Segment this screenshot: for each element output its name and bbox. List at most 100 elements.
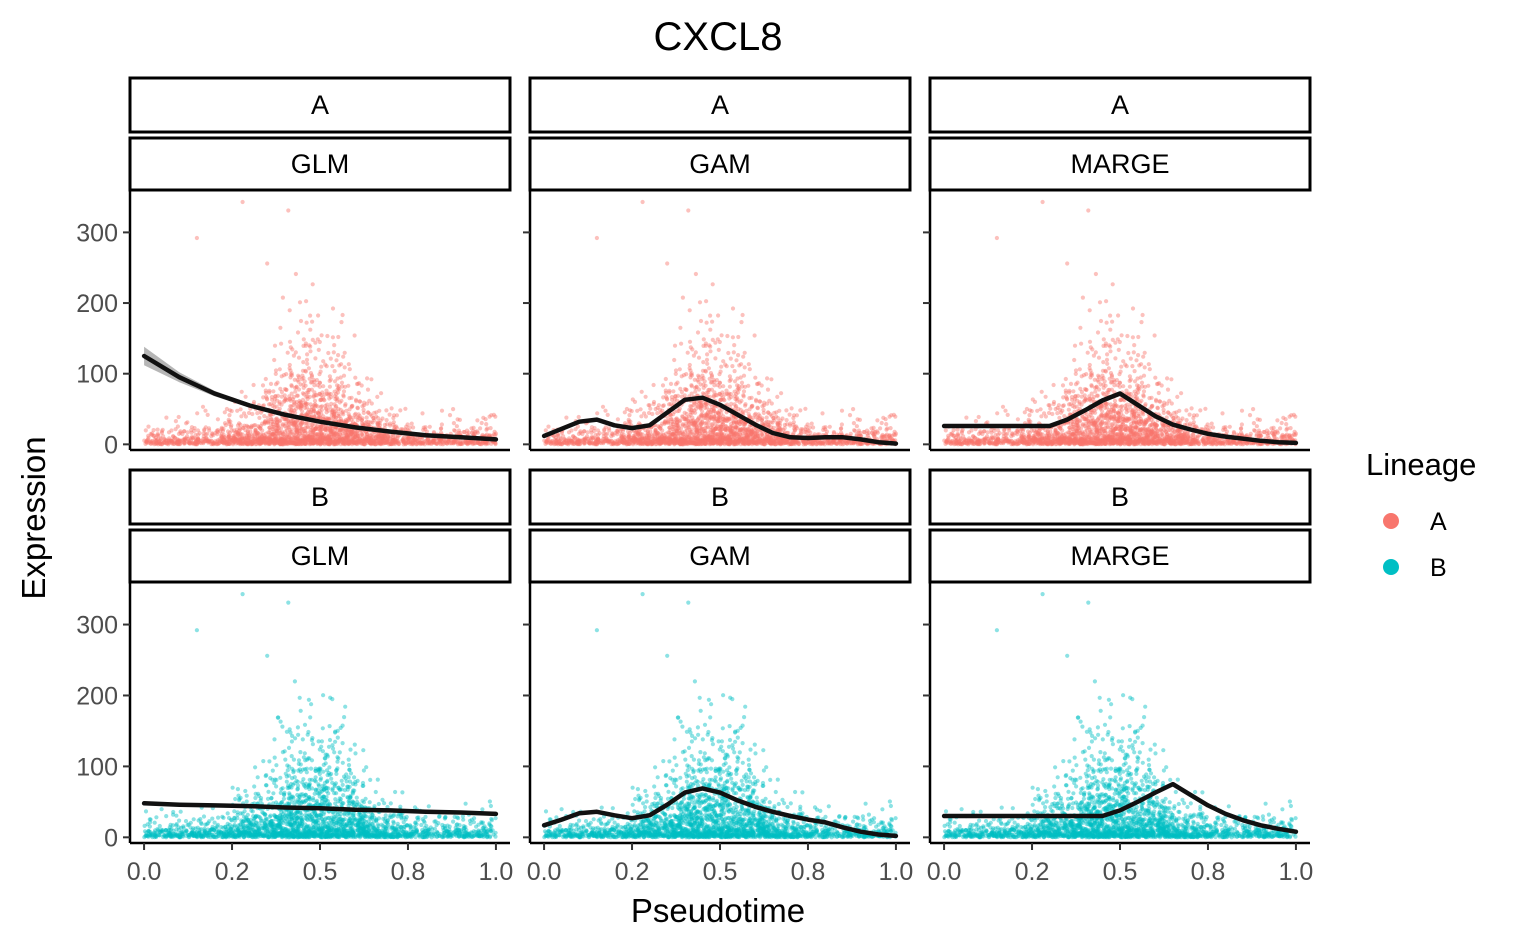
data-point bbox=[699, 402, 704, 407]
data-point bbox=[733, 405, 738, 410]
data-point bbox=[609, 442, 614, 447]
data-point bbox=[263, 441, 268, 446]
data-point bbox=[355, 406, 360, 411]
data-point bbox=[696, 355, 702, 360]
data-point bbox=[289, 427, 294, 432]
data-point bbox=[409, 421, 414, 426]
data-point bbox=[315, 439, 320, 444]
data-point bbox=[704, 357, 710, 362]
data-point bbox=[699, 414, 704, 419]
data-point bbox=[232, 433, 237, 438]
data-point bbox=[291, 353, 296, 358]
data-point bbox=[820, 411, 825, 416]
data-point bbox=[289, 408, 294, 413]
data-point bbox=[655, 411, 660, 416]
data-point bbox=[301, 360, 306, 365]
data-point bbox=[475, 430, 480, 435]
data-point bbox=[262, 435, 268, 440]
data-point bbox=[755, 441, 760, 447]
data-point bbox=[297, 441, 302, 446]
data-point bbox=[452, 428, 457, 433]
data-point bbox=[406, 435, 411, 440]
data-point bbox=[402, 435, 407, 440]
data-point bbox=[329, 412, 334, 417]
data-point bbox=[672, 343, 678, 348]
data-point bbox=[220, 428, 226, 434]
data-point bbox=[259, 440, 264, 445]
data-point bbox=[718, 415, 723, 420]
data-point bbox=[878, 426, 883, 431]
data-point bbox=[288, 345, 293, 350]
data-point bbox=[325, 333, 330, 339]
data-point bbox=[595, 428, 601, 433]
data-point bbox=[376, 434, 381, 439]
data-point bbox=[297, 300, 303, 305]
data-point bbox=[281, 438, 286, 443]
data-point bbox=[361, 410, 366, 415]
data-point bbox=[734, 431, 739, 436]
data-point bbox=[230, 438, 235, 443]
data-point bbox=[339, 380, 345, 385]
data-point bbox=[291, 435, 296, 440]
data-point bbox=[335, 397, 340, 402]
data-point bbox=[386, 439, 391, 444]
data-point bbox=[333, 415, 338, 420]
data-point bbox=[736, 334, 741, 340]
data-point bbox=[303, 343, 308, 348]
data-point bbox=[332, 441, 338, 447]
data-point bbox=[366, 419, 371, 424]
data-point bbox=[250, 440, 255, 445]
data-point bbox=[319, 397, 324, 402]
data-point bbox=[337, 428, 342, 433]
data-point bbox=[271, 433, 276, 438]
data-point bbox=[421, 425, 426, 430]
data-point bbox=[420, 440, 425, 446]
data-point bbox=[587, 441, 592, 446]
data-point bbox=[253, 439, 258, 444]
data-point bbox=[272, 436, 277, 441]
data-point bbox=[364, 431, 370, 436]
data-point bbox=[289, 436, 294, 441]
data-point bbox=[307, 394, 312, 399]
data-point bbox=[313, 404, 318, 409]
data-point bbox=[289, 404, 294, 409]
data-point bbox=[705, 361, 710, 366]
data-point bbox=[319, 437, 324, 442]
data-point bbox=[223, 440, 228, 445]
data-point bbox=[566, 430, 572, 435]
data-point bbox=[308, 441, 314, 446]
scatter-points bbox=[942, 199, 1298, 447]
data-point bbox=[747, 367, 752, 372]
data-point bbox=[477, 441, 482, 446]
data-point bbox=[753, 397, 759, 402]
data-point bbox=[306, 366, 311, 371]
data-point bbox=[341, 373, 347, 378]
data-point bbox=[339, 320, 344, 325]
data-point bbox=[297, 405, 302, 410]
data-point bbox=[325, 434, 330, 439]
data-point bbox=[622, 410, 627, 415]
data-point bbox=[460, 441, 465, 446]
data-point bbox=[278, 325, 283, 330]
y-axis-title: Expression bbox=[15, 436, 52, 599]
data-point bbox=[360, 404, 365, 409]
data-point bbox=[243, 414, 248, 419]
data-point bbox=[290, 422, 296, 427]
data-point bbox=[413, 441, 418, 446]
data-point bbox=[1087, 339, 1093, 344]
data-point bbox=[184, 421, 189, 426]
data-point bbox=[719, 333, 724, 338]
data-point bbox=[259, 441, 264, 446]
data-point bbox=[623, 440, 628, 445]
data-point bbox=[352, 440, 357, 445]
data-point bbox=[226, 436, 231, 441]
data-point bbox=[710, 319, 715, 324]
data-point bbox=[315, 383, 320, 388]
data-point bbox=[243, 437, 249, 442]
data-point bbox=[355, 405, 360, 410]
data-point bbox=[266, 438, 272, 443]
data-point bbox=[365, 387, 371, 392]
data-point bbox=[288, 398, 293, 403]
data-point bbox=[315, 337, 320, 342]
data-point bbox=[239, 389, 244, 394]
